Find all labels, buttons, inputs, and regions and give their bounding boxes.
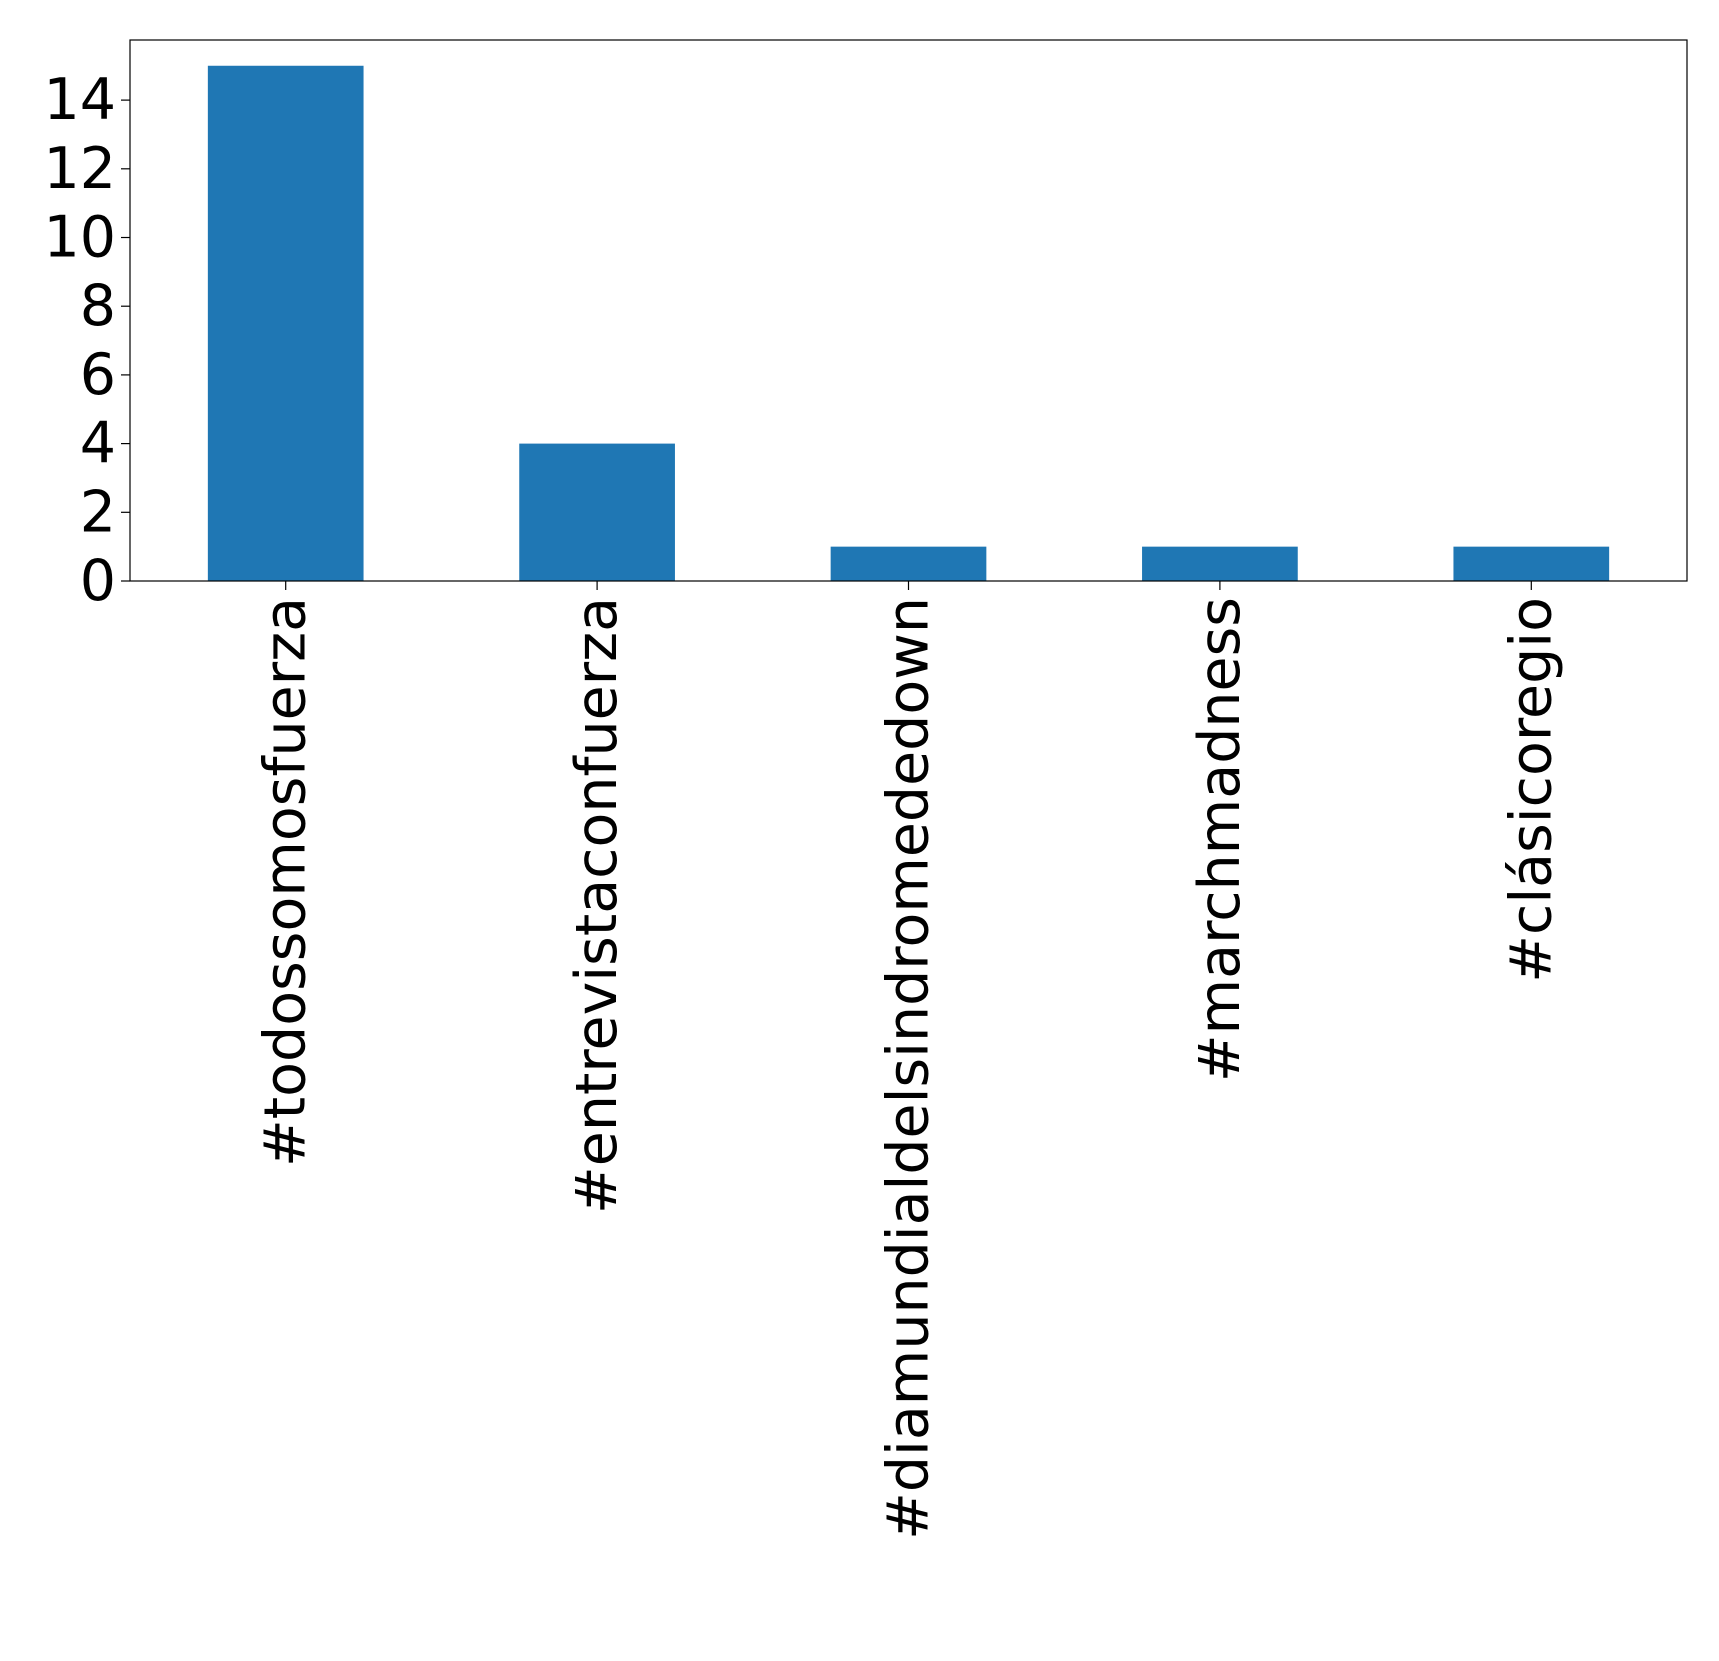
y-tick-label: 6 bbox=[80, 342, 116, 408]
x-tick-label: #todossomosfuerza bbox=[253, 597, 319, 1167]
y-tick-label: 4 bbox=[80, 411, 116, 477]
y-tick-label: 8 bbox=[80, 273, 116, 339]
y-tick-label: 14 bbox=[43, 67, 116, 133]
plot-frame bbox=[129, 39, 1688, 582]
bar bbox=[1142, 546, 1298, 581]
bar bbox=[207, 65, 364, 581]
x-tick-label: #diamundialdelsindromededown bbox=[876, 597, 942, 1540]
y-tick-label: 2 bbox=[80, 479, 116, 545]
bar bbox=[519, 443, 675, 581]
x-tick-label: #marchmadness bbox=[1187, 597, 1253, 1082]
bar bbox=[830, 546, 987, 581]
y-tick-label: 12 bbox=[43, 136, 116, 202]
bar bbox=[1453, 546, 1610, 581]
y-tick-label: 0 bbox=[80, 548, 116, 614]
x-tick-label: #entrevistaconfuerza bbox=[564, 597, 630, 1214]
y-tick-label: 10 bbox=[43, 205, 116, 271]
x-tick-label: #clásicoregio bbox=[1498, 597, 1564, 983]
